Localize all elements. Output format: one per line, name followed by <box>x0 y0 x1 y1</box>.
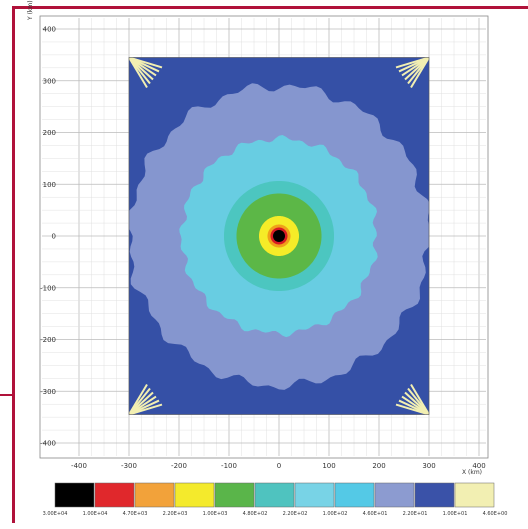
heatmap-field <box>128 57 430 415</box>
field-border <box>128 57 430 415</box>
y-tick-label: 200 <box>43 129 56 137</box>
colorbar-swatch <box>334 482 375 508</box>
colorbar-swatch <box>374 482 415 508</box>
y-tick-label: 300 <box>43 77 56 85</box>
y-tick-label: -200 <box>40 336 56 344</box>
x-tick-label: 0 <box>277 462 281 470</box>
frame-border-top <box>12 6 528 9</box>
x-axis-ticks: -400 -300 -200 -100 0 100 200 300 400 <box>71 462 486 470</box>
x-tick-label: -400 <box>71 462 87 470</box>
field-band <box>273 230 285 242</box>
colorbar-swatch <box>94 482 135 508</box>
colorbar-label: 1.00E+03 <box>203 511 228 517</box>
frame-accent-mark <box>0 394 14 396</box>
y-tick-label: 400 <box>43 26 56 34</box>
colorbar-swatch <box>254 482 295 508</box>
colorbar-swatch <box>134 482 175 508</box>
colorbar-label: 4.80E+02 <box>243 511 268 517</box>
y-tick-label: -100 <box>40 284 56 292</box>
y-tick-label: 0 <box>52 233 56 241</box>
y-tick-label: 100 <box>43 181 56 189</box>
colorbar-label: 1.00E+04 <box>83 511 108 517</box>
x-tick-label: -300 <box>121 462 137 470</box>
corner-streak <box>129 403 163 415</box>
colorbar-swatch <box>294 482 335 508</box>
y-axis-ticks: 400 300 200 100 0 -100 -200 -300 -400 <box>40 26 56 448</box>
x-tick-label: -100 <box>221 462 237 470</box>
colorbar-swatch <box>214 482 255 508</box>
x-tick-label: 100 <box>322 462 335 470</box>
colorbar-swatch <box>174 482 215 508</box>
x-tick-label: -200 <box>171 462 187 470</box>
frame-border-left <box>12 6 15 523</box>
colorbar-label: 3.00E+04 <box>43 511 68 517</box>
colorbar-label: 4.60E+00 <box>483 511 508 517</box>
corner-streak <box>129 57 163 69</box>
corner-streak <box>395 403 429 415</box>
colorbar-label: 4.60E+01 <box>363 511 388 517</box>
colorbar-swatch <box>414 482 455 508</box>
colorbar-label: 4.70E+03 <box>123 511 148 517</box>
colorbar-label: 1.00E+01 <box>443 511 468 517</box>
colorbar: 3.00E+04 1.00E+04 4.70E+03 2.20E+03 1.00E+03… <box>43 482 508 517</box>
y-tick-label: -400 <box>40 440 56 448</box>
y-axis-label: Y (km) <box>27 0 34 21</box>
x-tick-label: 200 <box>372 462 385 470</box>
colorbar-label: 1.00E+02 <box>323 511 348 517</box>
colorbar-swatch <box>54 482 95 508</box>
colorbar-label: 2.20E+02 <box>283 511 308 517</box>
x-tick-label: 300 <box>422 462 435 470</box>
x-axis-label: X (km) <box>462 469 482 476</box>
x-tick-label: 400 <box>472 462 485 470</box>
colorbar-label: 2.20E+03 <box>163 511 188 517</box>
colorbar-swatch <box>454 482 495 508</box>
colorbar-label: 2.20E+01 <box>403 511 428 517</box>
corner-streak <box>395 57 429 69</box>
y-tick-label: -300 <box>40 388 56 396</box>
